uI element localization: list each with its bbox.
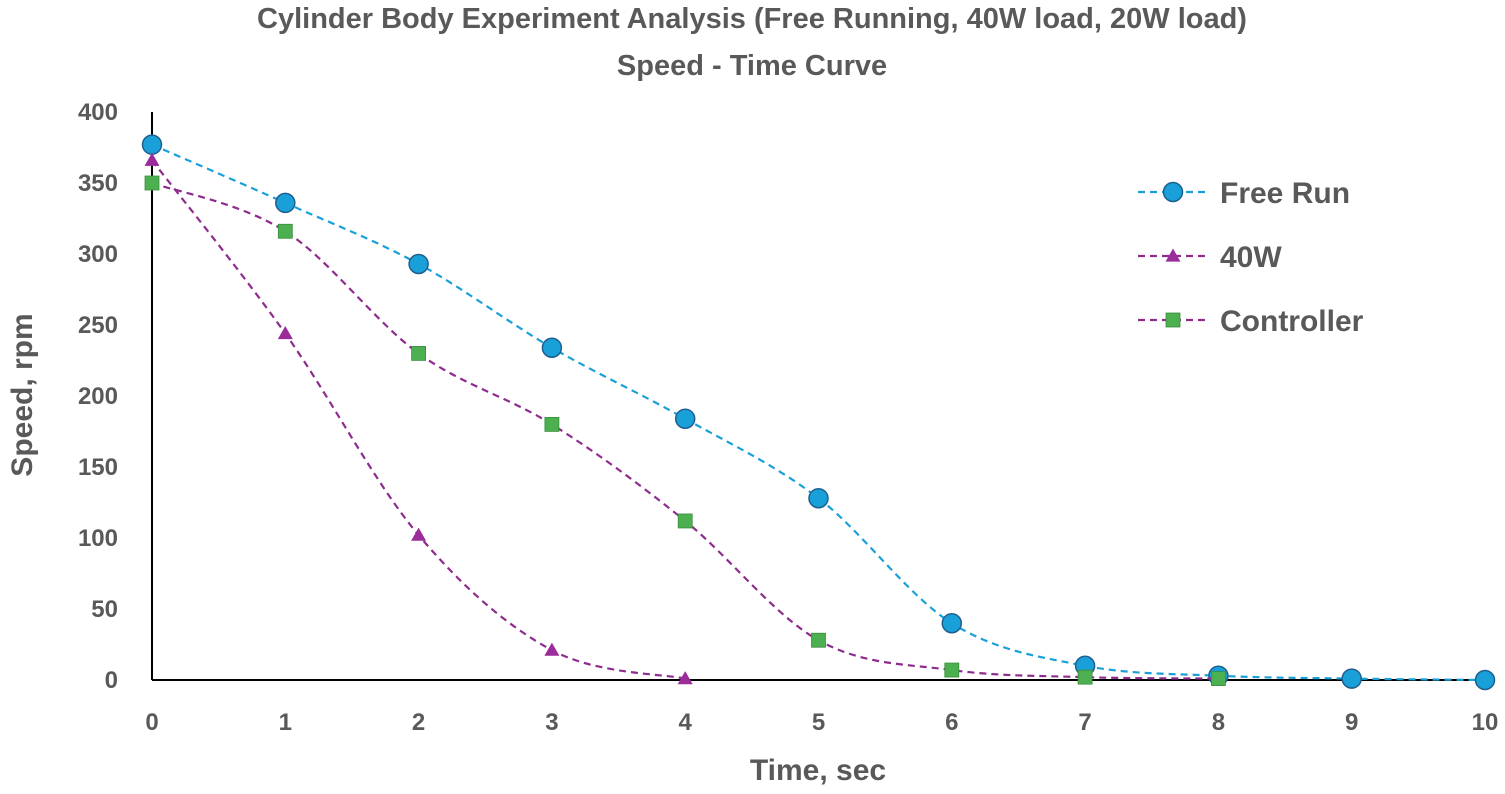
data-point-40w [544, 642, 560, 656]
legend-marker [1165, 312, 1181, 328]
y-tick-label: 200 [78, 383, 118, 410]
data-point-free-run [275, 192, 296, 214]
series-line-40w [151, 159, 686, 680]
data-point-controller [544, 416, 560, 432]
legend-item-40w: 40W [1138, 241, 1282, 274]
x-tick-label: 8 [1212, 709, 1225, 736]
series-free-run [141, 134, 1496, 691]
chart-title: Cylinder Body Experiment Analysis (Free … [257, 3, 1247, 35]
data-point-free-run [541, 337, 563, 358]
x-tick-label: 3 [545, 709, 558, 736]
data-point-40w [277, 326, 293, 340]
x-tick-label: 9 [1345, 709, 1358, 736]
data-point-free-run [1474, 669, 1496, 691]
data-point-free-run [141, 134, 163, 155]
legend-label: Controller [1220, 305, 1364, 338]
legend-label: Free Run [1220, 177, 1350, 210]
x-tick-label: 7 [1078, 709, 1091, 736]
data-point-free-run [1341, 668, 1362, 689]
data-point-free-run [674, 408, 696, 429]
y-tick-labels: 0 50 100 150 200 250 300 350 400 [78, 99, 118, 694]
legend-item-free-run: Free Run [1138, 177, 1350, 210]
legend-marker [1162, 181, 1184, 203]
legend: Free Run 40W Controller [1138, 177, 1364, 338]
x-tick-label: 10 [1472, 709, 1499, 736]
data-point-controller [1211, 671, 1226, 686]
data-point-40w [677, 671, 693, 685]
series-layer [141, 134, 1496, 691]
data-point-controller [277, 223, 293, 239]
x-tick-label: 0 [145, 709, 158, 736]
x-tick-label: 2 [412, 709, 425, 736]
x-axis-title: Time, sec [750, 754, 886, 787]
chart-subtitle: Speed - Time Curve [617, 50, 887, 82]
y-tick-label: 50 [91, 596, 118, 623]
y-tick-label: 150 [78, 454, 118, 481]
x-tick-labels: 0 1 2 3 4 5 6 7 8 9 10 [145, 709, 1498, 736]
axes [151, 112, 1487, 681]
legend-label: 40W [1220, 241, 1282, 274]
series-40w [144, 152, 693, 685]
legend-marker [1165, 248, 1181, 262]
y-tick-label: 350 [78, 170, 118, 197]
data-point-40w [411, 527, 427, 541]
y-axis-title: Speed, rpm [6, 313, 39, 476]
data-point-controller [811, 632, 826, 648]
data-point-free-run [808, 487, 829, 509]
y-tick-label: 0 [105, 667, 118, 694]
data-point-controller [944, 662, 960, 678]
data-point-free-run [941, 612, 963, 634]
x-tick-label: 1 [279, 709, 292, 736]
data-point-controller [677, 513, 693, 529]
series-line-free-run [151, 143, 1486, 682]
series-line-controller [151, 181, 1219, 680]
series-controller [144, 175, 1226, 686]
y-tick-label: 300 [78, 241, 118, 268]
data-point-controller [1077, 669, 1093, 685]
x-tick-label: 4 [679, 709, 693, 736]
y-tick-label: 400 [78, 99, 118, 126]
x-tick-label: 6 [945, 709, 958, 736]
data-point-controller [144, 175, 160, 191]
data-point-controller [411, 345, 427, 361]
y-tick-label: 100 [78, 525, 118, 552]
data-point-40w [144, 152, 160, 166]
x-tick-label: 5 [812, 709, 825, 736]
y-tick-label: 250 [78, 312, 118, 339]
data-point-free-run [408, 253, 429, 275]
legend-item-controller: Controller [1138, 305, 1364, 338]
